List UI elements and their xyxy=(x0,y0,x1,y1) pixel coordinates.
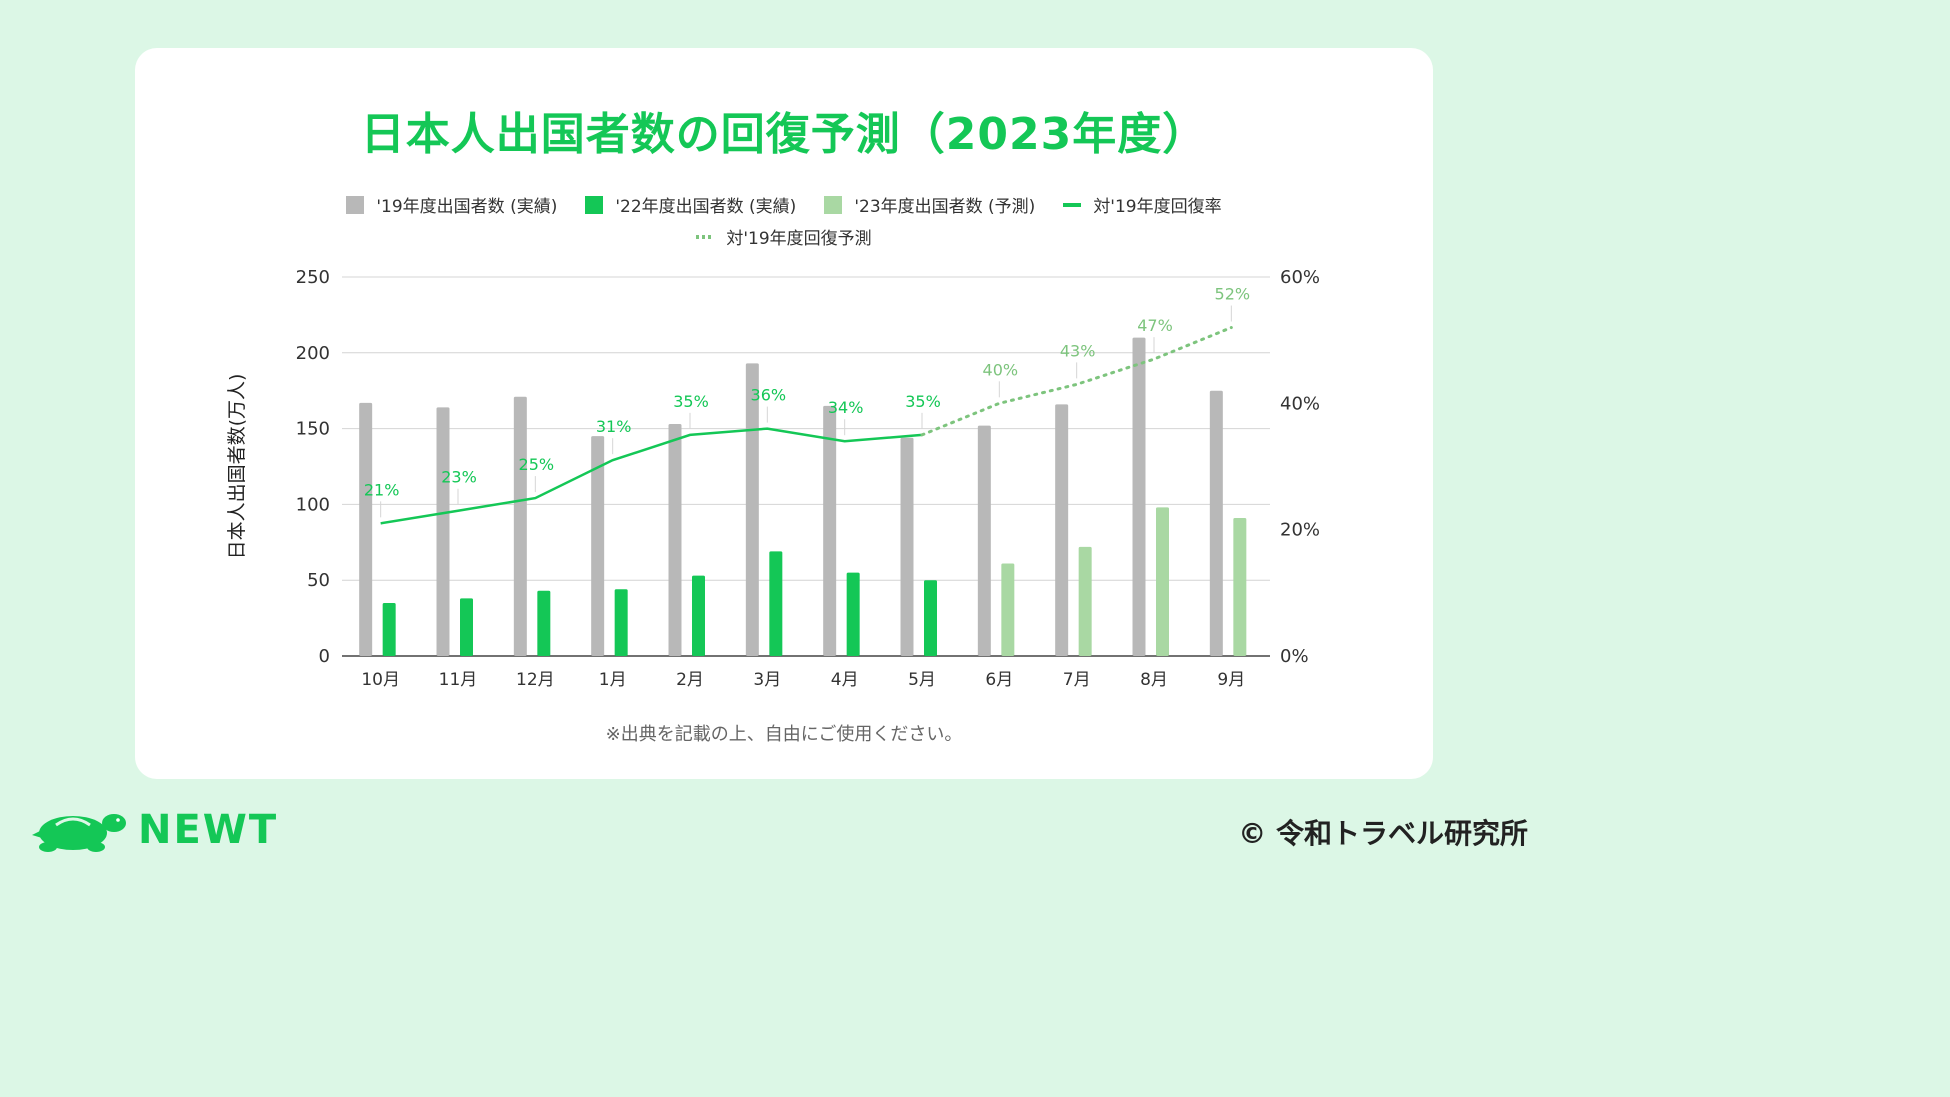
x-tick-label: 7月 xyxy=(1063,670,1091,690)
bar-2019-actual xyxy=(436,407,450,656)
legend-label: 対'19年度回復率 xyxy=(1093,197,1222,217)
x-tick-label: 12月 xyxy=(516,670,555,690)
bar-2019-actual xyxy=(359,402,373,656)
x-tick-label: 5月 xyxy=(908,670,936,690)
x-tick-label: 11月 xyxy=(439,670,478,690)
y-tick-label: 100 xyxy=(296,494,330,515)
legend-swatch-gray xyxy=(346,195,365,214)
bar-2019-actual xyxy=(900,437,914,656)
legend-item-2023-forecast: '23年度出国者数 (予測) xyxy=(824,192,1035,217)
page-title: 日本人出国者数の回復予測（2023年度） xyxy=(360,109,1208,160)
bar-2019-actual xyxy=(977,425,991,656)
y-tick-label: 0 xyxy=(319,646,330,667)
bar-2022-actual xyxy=(537,590,551,656)
bar-2019-actual xyxy=(668,424,682,656)
recovery-forecast-label: 52% xyxy=(1215,285,1251,304)
legend-label: '19年度出国者数 (実績) xyxy=(376,197,558,217)
y2-tick-label: 60% xyxy=(1280,267,1320,288)
bar-2022-actual xyxy=(382,602,396,656)
bar-2019-actual xyxy=(1209,390,1223,656)
x-tick-label: 2月 xyxy=(676,670,704,690)
x-tick-label: 9月 xyxy=(1217,670,1245,690)
y-tick-label: 200 xyxy=(296,343,330,364)
y-tick-label: 250 xyxy=(296,267,330,288)
x-tick-label: 6月 xyxy=(985,670,1013,690)
legend-label: 対'19年度回復予測 xyxy=(726,229,872,249)
y2-tick-label: 40% xyxy=(1280,393,1320,414)
combo-chart: 0 50 100 150 200 250 0% 20% 40% 60% 日本人出国者数(万人) 10月… xyxy=(226,267,1320,690)
legend-swatch-green xyxy=(585,195,604,214)
bar-2019-actual xyxy=(513,396,527,656)
bar-2023-forecast xyxy=(1078,546,1092,656)
bar-2022-actual xyxy=(769,551,783,656)
bar-2019-actual xyxy=(823,405,837,656)
recovery-rate-label: 31% xyxy=(596,417,632,436)
bar-2022-actual xyxy=(614,589,628,656)
y2-tick-label: 20% xyxy=(1280,520,1320,541)
x-tick-label: 3月 xyxy=(753,670,781,690)
recovery-rate-label: 21% xyxy=(364,480,400,499)
copyright: © 令和トラベル研究所 xyxy=(1238,817,1528,850)
bar-2019-actual xyxy=(1055,404,1069,656)
recovery-forecast-label: 43% xyxy=(1060,341,1096,360)
recovery-forecast-label: 40% xyxy=(983,360,1019,379)
bar-2022-actual xyxy=(460,598,473,656)
legend-row-1: '19年度出国者数 (実績) '22年度出国者数 (実績) '23年度出国者数 … xyxy=(0,192,1568,217)
x-tick-label: 10月 xyxy=(361,670,400,690)
bar-2022-actual xyxy=(692,575,705,656)
brand-logo: NEWT xyxy=(28,805,278,855)
y-tick-label: 50 xyxy=(307,570,330,591)
bar-2019-actual xyxy=(1132,337,1146,656)
bar-2023-forecast xyxy=(1233,518,1247,656)
bar-2022-actual xyxy=(924,580,937,656)
y-tick-label: 150 xyxy=(296,419,330,440)
brand-name: NEWT xyxy=(138,807,279,853)
legend-item-2022-actual: '22年度出国者数 (実績) xyxy=(585,192,796,217)
legend-item-recovery-forecast: 対'19年度回復予測 xyxy=(696,224,872,249)
legend-row-2: 対'19年度回復予測 xyxy=(0,224,1568,249)
x-tick-label: 8月 xyxy=(1140,670,1168,690)
legend-item-2019-actual: '19年度出国者数 (実績) xyxy=(346,192,557,217)
recovery-rate-label: 25% xyxy=(519,455,555,474)
recovery-rate-label: 23% xyxy=(441,468,477,487)
bar-2019-actual xyxy=(591,436,605,656)
y2-tick-label: 0% xyxy=(1280,646,1309,667)
bar-2019-actual xyxy=(745,363,759,656)
legend-swatch-dots xyxy=(696,234,715,239)
legend-swatch-line xyxy=(1063,202,1082,207)
x-tick-label: 1月 xyxy=(599,670,627,690)
recovery-rate-label: 35% xyxy=(905,392,941,411)
y-axis-label: 日本人出国者数(万人) xyxy=(226,374,248,560)
bar-2022-actual xyxy=(846,572,860,656)
recovery-rate-label: 35% xyxy=(673,392,709,411)
legend-swatch-lightgreen xyxy=(824,195,843,214)
recovery-forecast-line xyxy=(920,326,1233,437)
x-tick-label: 4月 xyxy=(831,670,859,690)
turtle-icon xyxy=(32,814,126,852)
recovery-rate-label: 36% xyxy=(751,386,787,405)
bar-2023-forecast xyxy=(1156,507,1169,656)
recovery-rate-line xyxy=(380,427,923,525)
recovery-forecast-label: 47% xyxy=(1137,316,1173,335)
legend-label: '22年度出国者数 (実績) xyxy=(615,197,797,217)
usage-note: ※出典を記載の上、自由にご使用ください。 xyxy=(605,724,963,745)
legend-label: '23年度出国者数 (予測) xyxy=(854,197,1036,217)
recovery-rate-label: 34% xyxy=(828,398,864,417)
legend-item-recovery-rate: 対'19年度回復率 xyxy=(1063,192,1222,217)
bar-2023-forecast xyxy=(1001,563,1015,656)
